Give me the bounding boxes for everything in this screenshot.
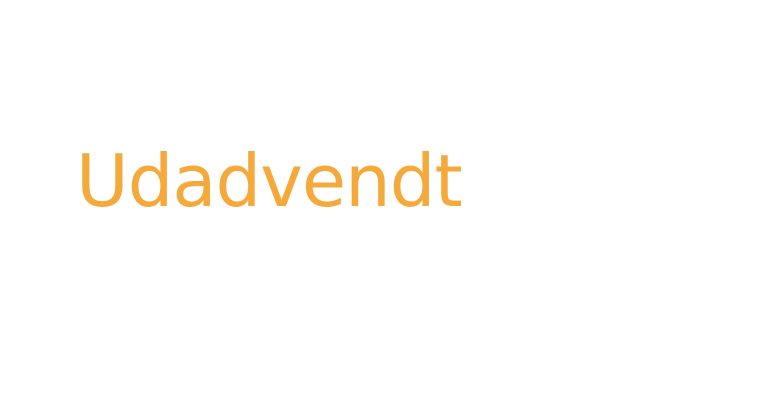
headline-text: Udadvendt: [76, 139, 463, 223]
